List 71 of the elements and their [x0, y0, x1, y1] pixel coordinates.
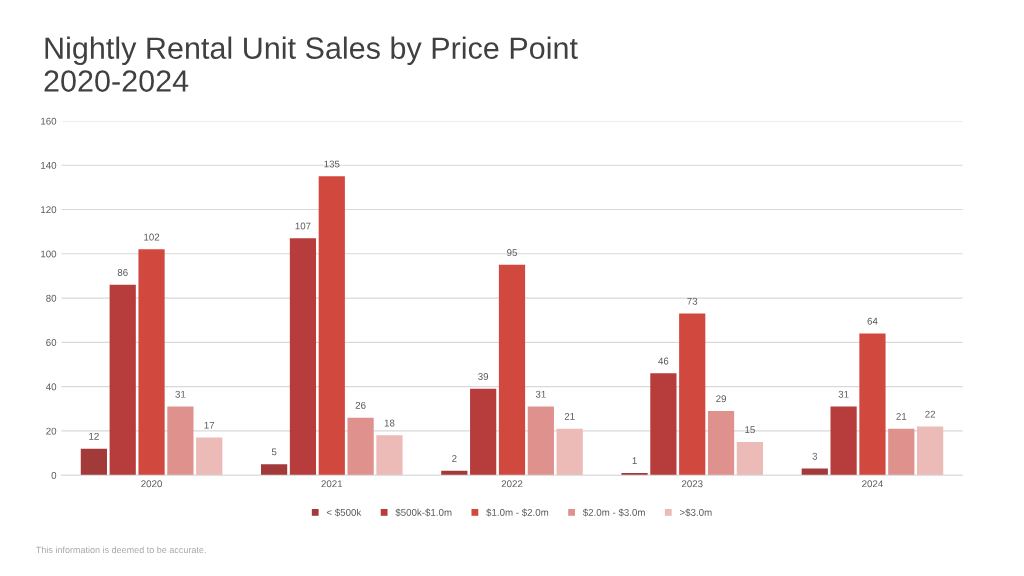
y-tick-label: 40	[45, 383, 57, 391]
y-tick-label: 80	[46, 294, 57, 302]
data-label: 95	[507, 249, 517, 256]
y-tick-label: 160	[41, 117, 57, 125]
bar	[830, 406, 857, 476]
bar	[859, 333, 886, 476]
bar	[289, 238, 317, 476]
data-label: 22	[925, 410, 936, 418]
data-label: 64	[867, 317, 878, 325]
data-label: 86	[117, 269, 128, 276]
legend-label: $1.0m - $2.0m	[486, 508, 549, 517]
text: This information is deemed to be accurate.	[36, 546, 206, 554]
data-label: 31	[175, 390, 186, 398]
x-tick-label: 2022	[501, 480, 523, 488]
data-label: 15	[745, 426, 755, 434]
data-label: 26	[355, 401, 366, 409]
legend-label: $2.0m - $3.0m	[582, 508, 645, 517]
bar	[196, 437, 223, 476]
data-label: 3	[812, 452, 818, 460]
legend-label: >$3.0m	[679, 508, 712, 517]
data-label: 107	[295, 222, 311, 230]
bar	[621, 472, 648, 476]
bar	[498, 264, 526, 476]
data-label: 73	[687, 297, 698, 305]
bar	[527, 406, 554, 476]
bar	[441, 470, 468, 476]
bar	[556, 428, 583, 476]
bar	[888, 428, 915, 476]
bar	[109, 284, 136, 476]
bar	[917, 426, 944, 476]
bar	[736, 441, 763, 476]
x-tick-label: 2023	[681, 480, 703, 488]
y-tick-label: 20	[46, 427, 57, 435]
bar	[801, 468, 828, 476]
bar	[80, 448, 107, 476]
x-tick-label: 2024	[862, 480, 883, 488]
y-tick-label: 120	[41, 206, 57, 214]
data-label: 31	[535, 390, 546, 398]
data-label: 39	[478, 373, 489, 380]
bar	[376, 435, 403, 476]
y-tick-label: 100	[41, 250, 57, 258]
data-label: 2	[452, 455, 457, 462]
bar	[167, 406, 194, 476]
data-label: 29	[716, 395, 727, 403]
data-label: 17	[204, 421, 215, 429]
legend-label: < $500k	[326, 508, 362, 517]
data-label: 21	[896, 412, 907, 420]
data-label: 1	[632, 457, 637, 465]
bar	[650, 373, 677, 476]
x-tick-label: 2020	[141, 480, 162, 488]
bar	[138, 249, 165, 476]
y-tick-label: 140	[41, 161, 57, 169]
x-tick-label: 2021	[321, 480, 343, 488]
data-label: 31	[838, 390, 849, 398]
bar	[679, 313, 706, 476]
legend-label: $500k-$1.0m	[395, 508, 452, 517]
bar	[470, 388, 497, 476]
y-tick-label: 60	[46, 339, 57, 346]
y-tick-label: 0	[51, 471, 57, 479]
data-label: 46	[658, 357, 669, 365]
data-label: 12	[89, 432, 99, 440]
chart-title: Nightly Rental Unit Sales by Price Point 2020-2024	[44, 36, 578, 92]
bar	[318, 176, 345, 476]
bar	[707, 410, 735, 476]
data-label: 18	[384, 419, 395, 427]
data-label: 21	[564, 412, 575, 420]
bar	[261, 464, 288, 476]
data-label: 102	[144, 233, 160, 241]
data-label: 135	[324, 160, 340, 168]
bar	[347, 417, 374, 476]
data-label: 5	[271, 448, 277, 456]
